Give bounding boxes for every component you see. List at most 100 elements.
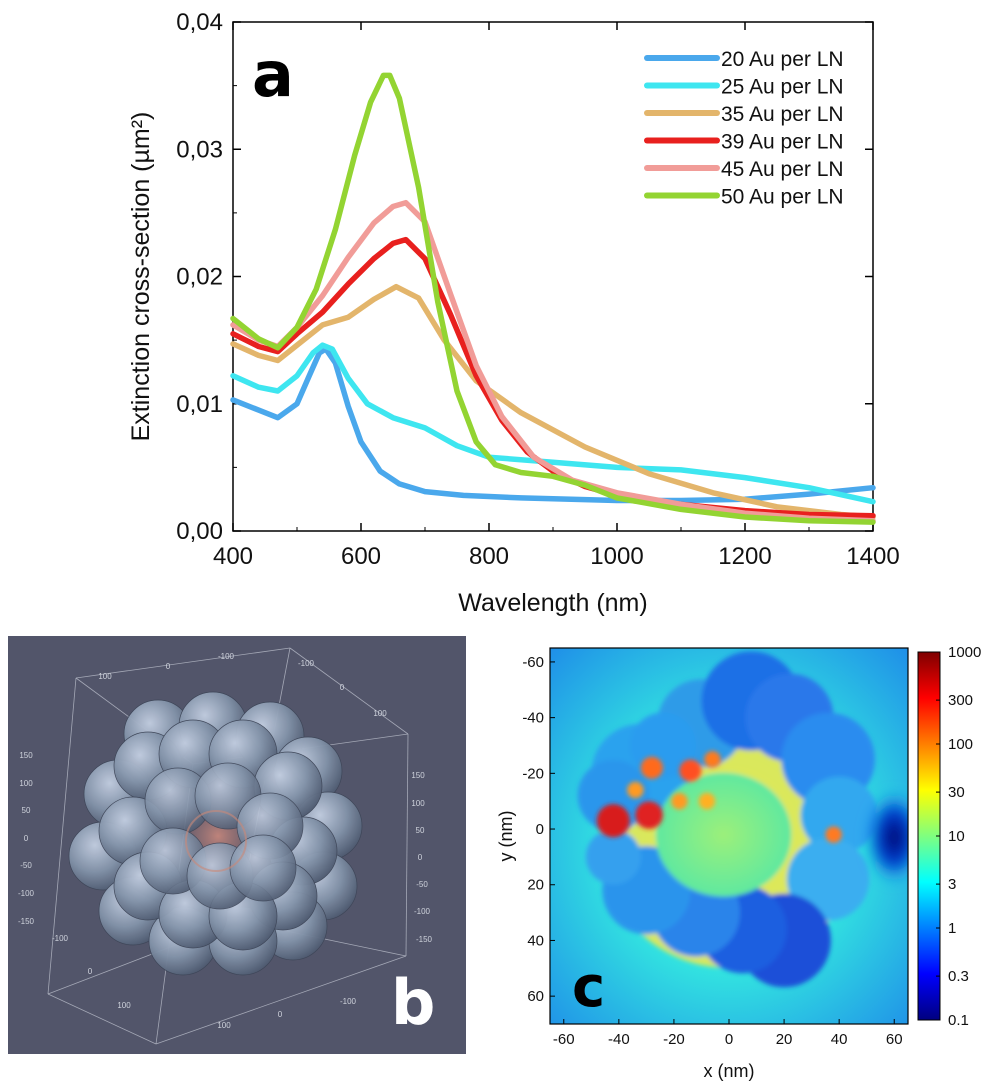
tick-label-right: 0	[418, 853, 423, 862]
colorbar-tick-label: 100	[948, 736, 973, 753]
y-tick-label: -20	[522, 765, 544, 782]
tick-label-top-right: -100	[298, 659, 315, 668]
colorbar-tick-label: 1000	[948, 644, 981, 661]
hot-spots	[596, 751, 842, 843]
hot-spot	[825, 826, 842, 843]
colorbar-tick-label: 3	[948, 876, 956, 893]
legend-label: 39 Au per LN	[721, 131, 844, 154]
tick-label-right: 50	[416, 826, 425, 835]
colorbar-tick-label: 30	[948, 784, 965, 801]
cluster-3d-render: 100 0 -100 -100 0 100 150 100 50 0 -50 -100 -150 150 1…	[8, 636, 466, 1054]
colorbar-tick-label: 300	[948, 692, 973, 709]
wireframe-edge	[75, 647, 291, 679]
x-axis-label: x (nm)	[704, 1061, 755, 1081]
chart-a-svg: 400 600 800 1000 1200 1400 0,00 0,01 0,02 0,03 0,0…	[127, 9, 900, 617]
series-line-3	[230, 283, 876, 520]
x-tick-label: 1400	[846, 543, 899, 570]
tick-label-bottom: -100	[340, 997, 357, 1006]
tick-label-left: -50	[20, 861, 32, 870]
y-tick-label: 60	[527, 988, 544, 1005]
shadow-region	[864, 789, 908, 886]
colorbar-tick-label: 10	[948, 828, 965, 845]
y-axis-label: y (nm)	[496, 811, 516, 862]
tick-label-left: 100	[19, 779, 33, 788]
particle-low-field	[585, 829, 641, 885]
tick-label-left: -150	[18, 917, 35, 926]
heatmap-svg: -60 -40 -20 0 20 40 60 -60 -40 -20 0 20 40 60 x (nm) y …	[496, 644, 981, 1081]
y-tick-label: 0,01	[176, 391, 223, 418]
hot-spot	[679, 759, 702, 782]
colorbar-tick-label: 1	[948, 920, 956, 937]
x-tick-label: 800	[469, 543, 509, 570]
wireframe-edge	[289, 647, 409, 735]
hot-spot	[671, 792, 688, 810]
wireframe-edge	[405, 733, 409, 957]
wireframe-edge	[47, 677, 77, 995]
tick-label-bottom: 100	[217, 1021, 231, 1030]
tick-label-left: 150	[19, 751, 33, 760]
hot-spot	[627, 781, 644, 799]
y-axis-label: Extinction cross-section (µm²)	[127, 112, 155, 442]
hot-spot	[698, 792, 716, 810]
legend-label: 20 Au per LN	[721, 48, 844, 71]
heatmap-field	[550, 648, 908, 1024]
x-tick-label: -60	[553, 1031, 575, 1048]
tick-label-bottom-left: 100	[117, 1001, 131, 1010]
y-tick-label: -60	[522, 654, 544, 671]
y-tick-label: 0	[536, 821, 544, 838]
wireframe-edge	[47, 993, 157, 1045]
field-enhancement-heatmap: -60 -40 -20 0 20 40 60 -60 -40 -20 0 20 40 60 x (nm) y …	[490, 636, 993, 1083]
legend-label: 50 Au per LN	[721, 186, 844, 209]
hot-spot	[640, 756, 663, 779]
core-sphere-outline	[185, 810, 247, 872]
y-tick-label: 0,04	[176, 9, 223, 36]
panel-label-a: a	[252, 38, 294, 111]
extinction-spectra-chart: 400 600 800 1000 1200 1400 0,00 0,01 0,02 0,03 0,0…	[127, 9, 900, 617]
colorbar-tick-label: 0.3	[948, 968, 969, 985]
ring-interior	[655, 772, 792, 897]
tick-label-right: -150	[416, 935, 433, 944]
y-tick-label: -40	[522, 710, 544, 727]
particle-low-field	[577, 759, 650, 832]
hot-spot	[596, 804, 630, 838]
tick-label-bottom-left: -100	[52, 934, 69, 943]
y-tick-label: 40	[527, 932, 544, 949]
panel-label-b: b	[391, 966, 435, 1039]
wireframe-edge	[155, 955, 407, 1045]
x-tick-label: 0	[725, 1031, 733, 1048]
tick-label-right: 100	[411, 799, 425, 808]
tick-label-top-right: 100	[373, 709, 387, 718]
cluster-3d-svg: 100 0 -100 -100 0 100 150 100 50 0 -50 -100 -150 150 1…	[8, 636, 466, 1054]
tick-label-top-right: 0	[340, 683, 345, 692]
legend-label: 35 Au per LN	[721, 103, 844, 126]
hot-spot	[635, 801, 663, 829]
series-line-6	[230, 72, 876, 525]
hot-spot	[704, 751, 721, 768]
tick-label-right: 150	[411, 771, 425, 780]
tick-label-top: 100	[98, 672, 112, 681]
tick-label-left: -100	[18, 889, 35, 898]
particle-low-field	[800, 776, 878, 854]
x-axis-label: Wavelength (nm)	[458, 589, 647, 617]
particle-low-field	[786, 837, 870, 921]
x-tick-label: 40	[831, 1031, 848, 1048]
tick-label-right: -100	[414, 907, 431, 916]
x-tick-label: 1200	[718, 543, 771, 570]
tick-label-right: -50	[416, 880, 428, 889]
x-tick-label: -40	[608, 1031, 630, 1048]
tick-label-top: -100	[218, 652, 235, 661]
tick-label-left: 50	[22, 806, 31, 815]
tick-label-bottom: 0	[278, 1010, 283, 1019]
legend-label: 25 Au per LN	[721, 76, 844, 99]
y-tick-label: 0,00	[176, 518, 223, 545]
tick-label-bottom-left: 0	[88, 967, 93, 976]
x-tick-label: 20	[776, 1031, 793, 1048]
y-tick-label: 20	[527, 877, 544, 894]
x-tick-label: 400	[213, 543, 253, 570]
tick-label-top: 0	[166, 662, 171, 671]
x-tick-label: 1000	[590, 543, 643, 570]
y-tick-label: 0,02	[176, 264, 223, 291]
x-tick-label: 60	[886, 1031, 903, 1048]
x-tick-label: -20	[663, 1031, 685, 1048]
gold-nanoparticle-sphere	[229, 834, 297, 902]
